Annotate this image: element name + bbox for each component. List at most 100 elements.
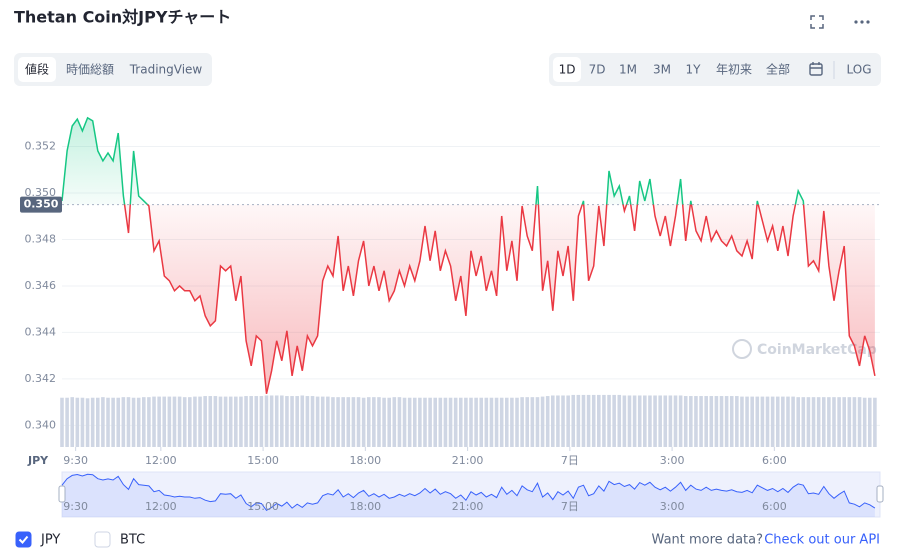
volume-bar [622, 395, 627, 447]
reference-badge [20, 196, 62, 213]
volume-bar [504, 397, 509, 447]
range[interactable]: 年初来 [716, 63, 752, 77]
volume-bar [586, 394, 591, 447]
navigator-tick-label: 18:00 [349, 500, 381, 513]
volume-bar [786, 396, 790, 447]
volume-bar [182, 397, 187, 447]
volume-bar [571, 394, 576, 447]
volume-bar [213, 396, 218, 447]
log-toggle[interactable]: LOG [846, 63, 871, 77]
legend-checkbox[interactable] [94, 531, 111, 548]
volume-bar [234, 396, 238, 447]
volume-bar [392, 397, 397, 447]
volume-bar [305, 396, 310, 447]
volume-bar [239, 396, 243, 447]
tab[interactable]: 値段 [25, 62, 49, 77]
y-tick-label: 0.340 [25, 418, 57, 431]
volume-bar [101, 397, 105, 447]
x-tick-label: 7日 [561, 454, 579, 467]
volume-bar [315, 396, 320, 447]
calendar-icon[interactable] [809, 62, 823, 76]
range[interactable]: 3M [653, 63, 671, 77]
x-tick-label: 21:00 [452, 454, 484, 467]
range[interactable]: 1M [619, 63, 637, 77]
more-icon[interactable] [854, 20, 870, 24]
tab[interactable]: 時価総額 [66, 63, 114, 77]
volume-bar [781, 396, 785, 447]
range[interactable]: 1Y [686, 63, 702, 77]
volume-bar [612, 394, 616, 447]
volume-bar [827, 397, 831, 447]
volume-bar [423, 397, 427, 447]
volume-bar [188, 397, 192, 447]
y-tick-label: 0.350 [25, 186, 57, 199]
volume-bar [264, 395, 269, 447]
volume-bar [842, 397, 847, 447]
range[interactable]: 7D [589, 63, 606, 77]
volume-bar [683, 396, 688, 447]
volume-bar [326, 396, 330, 447]
volume-bar [576, 394, 581, 447]
volume-bar [857, 397, 862, 447]
volume-bar [484, 397, 489, 447]
navigator-handle [58, 485, 66, 503]
volume-bar [290, 396, 294, 447]
volume-bar [121, 397, 126, 447]
volume-bar [663, 395, 668, 447]
x-tick-label: 6:00 [762, 454, 787, 467]
volume-bar [131, 397, 136, 447]
volume-bar [750, 396, 754, 447]
range[interactable]: 全部 [766, 62, 790, 77]
x-tick-label: 15:00 [247, 454, 279, 467]
navigator-tick-label: 3:00 [660, 500, 685, 513]
x-tick-label: 9:30 [63, 454, 88, 467]
legend-checkbox[interactable] [15, 531, 32, 548]
volume-bar [556, 395, 560, 447]
tab-active [18, 57, 56, 82]
volume-bar [458, 397, 463, 447]
range-active [553, 57, 581, 82]
volume-bar [561, 395, 565, 447]
volume-bar [745, 396, 749, 447]
volume-bar [658, 395, 662, 447]
volume-bar [494, 397, 499, 447]
volume-bar [193, 396, 197, 447]
range[interactable]: 1D [559, 63, 576, 77]
volume-bar [387, 397, 391, 447]
volume-bar [198, 396, 202, 447]
volume-bar [643, 395, 647, 447]
navigator-line [61, 473, 876, 512]
volume-bar [269, 395, 274, 447]
api-link[interactable]: Check out our API [764, 533, 880, 548]
volume-bar [540, 396, 545, 447]
volume-bar [632, 395, 637, 447]
navigator-tick-label: 21:00 [452, 500, 484, 513]
volume-bar [760, 396, 765, 447]
volume-bar [862, 397, 867, 447]
volume-bar [402, 397, 407, 447]
volume-bar [377, 397, 381, 447]
volume-bar [228, 396, 233, 447]
navigator [61, 471, 881, 518]
price-line [61, 116, 876, 394]
volume-bar [791, 396, 795, 447]
volume-bar [729, 396, 734, 447]
volume-bar [177, 396, 182, 447]
volume-bar [551, 395, 555, 447]
volume-bar [689, 396, 693, 447]
tab[interactable]: TradingView [129, 63, 203, 77]
volume-bar [704, 396, 708, 447]
fullscreen-icon[interactable] [810, 15, 824, 29]
watermark: CoinMarketCap [732, 339, 877, 359]
price-area [62, 117, 875, 394]
volume-bar [724, 396, 729, 447]
volume-bar [837, 397, 841, 447]
y-tick-label: 0.352 [25, 139, 57, 152]
volume-bar [331, 397, 335, 447]
volume-bar [479, 397, 484, 447]
volume-bar [816, 397, 821, 447]
volume-bar [372, 397, 376, 447]
volume-bar [152, 396, 156, 447]
volume-bar [678, 395, 683, 447]
